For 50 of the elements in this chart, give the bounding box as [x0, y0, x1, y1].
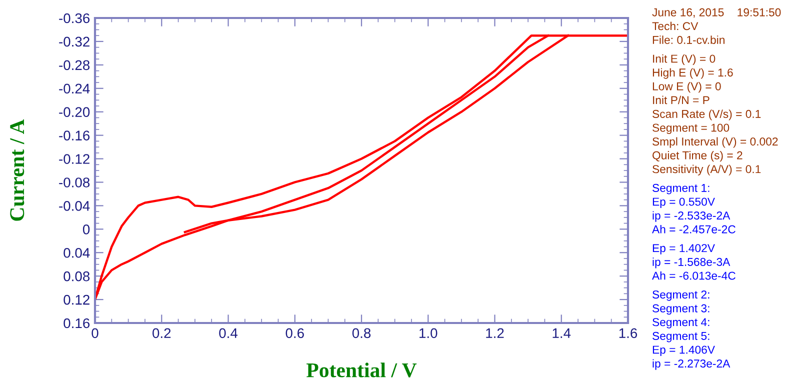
y-tick-label: 0.04 [64, 248, 90, 258]
y-tick-label: 0.16 [64, 318, 90, 328]
x-tick-label: 1.2 [486, 328, 504, 338]
text: High E (V) = 1.6 [652, 68, 733, 79]
y-tick-label: -0.16 [59, 130, 90, 140]
text: ip = -1.568e-3A [652, 258, 730, 268]
y-tick-label: -0.24 [59, 84, 90, 94]
x-tick-label: 1.6 [619, 328, 638, 338]
text: ip = -2.533e-2A [652, 211, 730, 222]
text: ip = -2.273e-2A [652, 359, 730, 370]
text: Init P/N = P [653, 96, 710, 104]
text: Low E (V) = 0 [652, 82, 721, 93]
text: Init E (V) = 0 [653, 54, 716, 66]
y-tick-label: 0 [82, 224, 90, 234]
text: Sensitivity (A/V) = 0.1 [652, 164, 761, 176]
text: Smpl Interval (V) = 0.002 [652, 137, 778, 148]
text: Ep = 1.406V [652, 346, 715, 356]
text: Segment 4: [652, 318, 710, 328]
text: Ah = -2.457e-2C [652, 225, 736, 234]
text: Segment 5: [652, 332, 710, 342]
text: June 16, 2015 19:51:50 [652, 8, 781, 18]
y-tick-label: -0.12 [59, 154, 90, 164]
x-tick-label: 1.4 [552, 328, 571, 338]
text: Segment 2: [652, 290, 710, 301]
y-tick-label: 0.08 [64, 271, 90, 282]
x-tick-label: 1.0 [420, 328, 438, 338]
x-axis-title: Potential / V [306, 362, 417, 378]
text: Segment 1: [652, 184, 710, 194]
text: Scan Rate (V/s) = 0.1 [652, 110, 761, 120]
text: Ep = 1.402V [652, 244, 715, 254]
y-tick-label: -0.32 [59, 36, 90, 47]
text: Quiet Time (s) = 2 [652, 151, 742, 162]
y-tick-label: -0.36 [59, 13, 90, 24]
text: Tech: CV [652, 22, 698, 30]
y-tick-label: -0.08 [59, 178, 90, 188]
x-tick-label: 0.8 [352, 328, 371, 338]
y-tick-label: -0.20 [59, 107, 90, 118]
text: Segment 3: [652, 304, 710, 315]
x-tick-label: 0.2 [152, 328, 171, 338]
text: Segment = 100 [652, 124, 730, 134]
text: Ah = -6.013e-4C [652, 271, 736, 280]
y-tick-label: -0.28 [59, 60, 90, 70]
x-tick-label: 0.4 [219, 328, 238, 338]
x-tick-label: 0 [92, 328, 98, 338]
text: Ep = 0.550V [652, 198, 715, 208]
x-tick-label: 0.6 [286, 328, 304, 338]
y-axis-title: Current / A [10, 119, 24, 221]
y-tick-label: -0.04 [59, 201, 90, 211]
text: File: 0.1-cv.bin [652, 36, 724, 44]
y-tick-label: 0.12 [64, 294, 90, 305]
